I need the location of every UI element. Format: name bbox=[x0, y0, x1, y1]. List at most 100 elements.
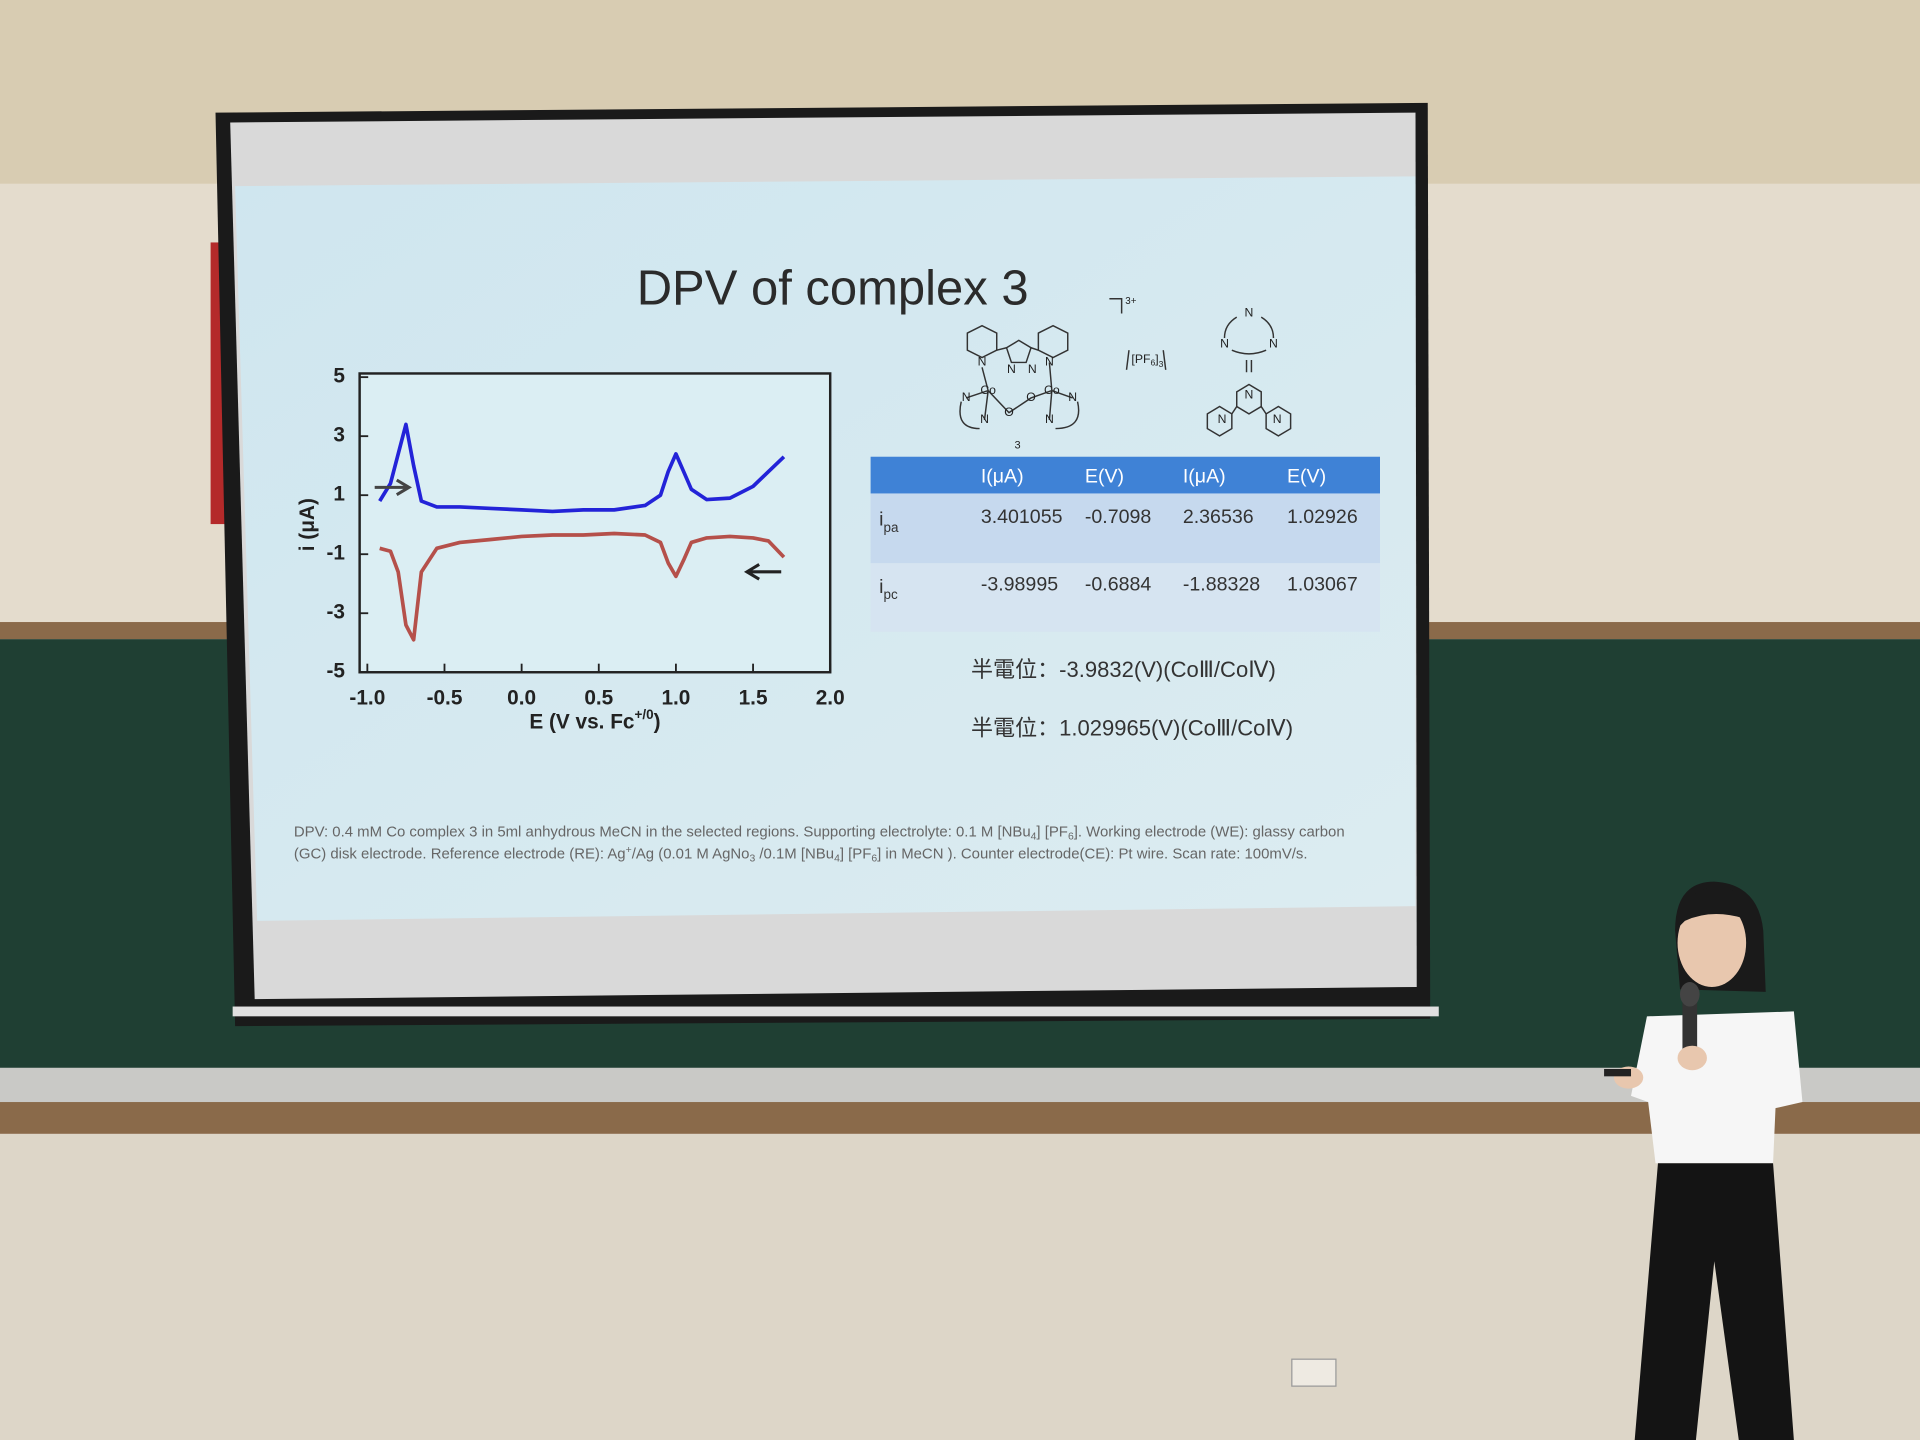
x-tick-label: 0.0 bbox=[507, 687, 536, 710]
atom-label: O bbox=[1004, 405, 1014, 419]
caption-sup: + bbox=[626, 845, 632, 856]
chalk-rail bbox=[0, 1067, 1920, 1105]
y-tick-label: 3 bbox=[333, 424, 345, 447]
atom-label: N bbox=[1045, 355, 1054, 369]
row-label-main: i bbox=[879, 509, 883, 531]
atom-label: N bbox=[1245, 388, 1254, 402]
atom-label: Co bbox=[980, 383, 996, 397]
table-cell: -0.7098 bbox=[1085, 506, 1152, 528]
table-header-cell: E(V) bbox=[1287, 466, 1326, 488]
scan-arrow bbox=[743, 563, 782, 581]
counterion-text: [PF bbox=[1131, 352, 1150, 366]
data-line bbox=[379, 531, 786, 642]
table-cell: 2.36536 bbox=[1183, 506, 1254, 528]
x-tick-label: -0.5 bbox=[427, 687, 463, 710]
atom-label: N bbox=[1028, 362, 1037, 376]
x-tick-label: -1.0 bbox=[349, 687, 385, 710]
table-row-bg bbox=[870, 493, 1380, 564]
slide-title-layer: DPV of complex 3 bbox=[637, 261, 1029, 315]
table-header-cell: I(μA) bbox=[981, 466, 1024, 488]
caption-text: /0.1M [NBu bbox=[755, 846, 834, 863]
y-tick-label: -5 bbox=[326, 660, 345, 683]
chart: 5 3 1 -1 -3 -5-1.0 -0.5 0.0 0.5 1.0 1.5 2.0 E (V vs.… bbox=[296, 365, 845, 733]
screen-bar bbox=[232, 1006, 1439, 1017]
y-axis-label: i (μA) bbox=[296, 498, 319, 551]
counterion-end: ] bbox=[1155, 352, 1158, 366]
caption-text: ]. Working electrode (WE): glassy carbon bbox=[1074, 824, 1345, 841]
board-frame bbox=[0, 1102, 1920, 1134]
x-axis-label-text: E (V vs. Fc bbox=[529, 710, 634, 733]
x-tick-label: 2.0 bbox=[816, 687, 845, 710]
caption-text: ] in MeCN ). Counter electrode(CE): Pt w… bbox=[877, 846, 1307, 863]
half-potential: 半電位：-3.9832(V)(CoⅢ/CoⅣ) bbox=[971, 657, 1276, 682]
table-cell: -0.6884 bbox=[1085, 573, 1152, 595]
table-header-cell: E(V) bbox=[1085, 466, 1124, 488]
caption-line: DPV: 0.4 mM Co complex 3 in 5ml anhydrou… bbox=[294, 824, 1345, 842]
x-tick-label: 1.0 bbox=[661, 687, 690, 710]
slide-notes: 半電位：-3.9832(V)(CoⅢ/CoⅣ) 半電位：1.029965(V)(C… bbox=[294, 657, 1345, 864]
presenter bbox=[1604, 881, 1803, 1440]
x-tick-label: 0.5 bbox=[584, 687, 613, 710]
row-label-sub: pa bbox=[884, 519, 899, 534]
caption-sub: 4 bbox=[834, 853, 840, 864]
atom-label: O bbox=[1026, 390, 1036, 404]
caption-line: (GC) disk electrode. Reference electrode… bbox=[294, 845, 1308, 865]
caption-sub: 6 bbox=[1068, 831, 1074, 842]
x-axis-label-sup: +/0 bbox=[635, 707, 654, 722]
data-line bbox=[378, 422, 786, 514]
atom-label: N bbox=[1045, 412, 1054, 426]
atom-label: N bbox=[1068, 390, 1077, 404]
scan-arrow bbox=[374, 478, 412, 497]
atom-label: N bbox=[1007, 362, 1016, 376]
slide-title: DPV of complex 3 bbox=[637, 261, 1029, 315]
caption-text: ] [PF bbox=[840, 846, 872, 863]
y-tick-label: -1 bbox=[326, 542, 345, 565]
table-cell: 1.02926 bbox=[1287, 506, 1358, 528]
atom-label: N bbox=[1218, 412, 1227, 426]
x-axis-label-end: ) bbox=[654, 710, 661, 733]
table-header-bg bbox=[870, 456, 1380, 494]
structure-drawing bbox=[959, 298, 1292, 437]
y-tick-label: 5 bbox=[333, 365, 345, 388]
atom-label: N bbox=[962, 390, 971, 404]
atom-label: Co bbox=[1044, 383, 1060, 397]
caption-text: ] [PF bbox=[1036, 824, 1068, 841]
counterion-count: 3 bbox=[1159, 359, 1164, 369]
row-label-main: i bbox=[879, 576, 883, 598]
plot-area bbox=[358, 372, 832, 674]
atom-label: N bbox=[980, 412, 989, 426]
y-tick-label: -3 bbox=[326, 601, 345, 624]
atom-label: N bbox=[1220, 336, 1229, 350]
table-row-label: ipa bbox=[879, 509, 899, 535]
caption-sub: 6 bbox=[871, 853, 877, 864]
x-tick-label: 1.5 bbox=[739, 687, 768, 710]
lower-wall bbox=[0, 1133, 1920, 1440]
table-row-label: ipc bbox=[879, 576, 898, 602]
table-cell: -1.88328 bbox=[1183, 573, 1260, 595]
caption-sub: 4 bbox=[1031, 831, 1037, 842]
y-tick-label: 1 bbox=[333, 483, 345, 506]
data-table: I(μA) E(V) I(μA) E(V)ipa 3.401055 -0.7098 2.36… bbox=[870, 456, 1380, 632]
table-cell: 1.03067 bbox=[1287, 573, 1358, 595]
half-potential: 半電位：1.029965(V)(CoⅢ/CoⅣ) bbox=[971, 716, 1293, 741]
compound-label: 3 bbox=[1014, 440, 1020, 452]
atom-label: N bbox=[1273, 412, 1282, 426]
table-cell: -3.98995 bbox=[981, 573, 1058, 595]
atom-label: N bbox=[978, 355, 987, 369]
caption-text: /Ag (0.01 M AgNo bbox=[632, 846, 750, 863]
table-row-bg bbox=[870, 563, 1380, 632]
x-axis-label: E (V vs. Fc+/0) bbox=[529, 707, 660, 733]
caption-text: DPV: 0.4 mM Co complex 3 in 5ml anhydrou… bbox=[294, 824, 1031, 841]
counterion: [PF6]3 bbox=[1131, 352, 1163, 369]
table-cell: 3.401055 bbox=[981, 506, 1063, 528]
charge: 3+ bbox=[1125, 296, 1136, 307]
table-header-cell: I(μA) bbox=[1183, 466, 1226, 488]
counterion-sub: 6 bbox=[1150, 358, 1155, 368]
row-label-sub: pc bbox=[884, 587, 898, 602]
caption-sub: 3 bbox=[749, 853, 755, 864]
atom-label: N bbox=[1269, 336, 1278, 350]
outlet bbox=[1291, 1358, 1337, 1387]
